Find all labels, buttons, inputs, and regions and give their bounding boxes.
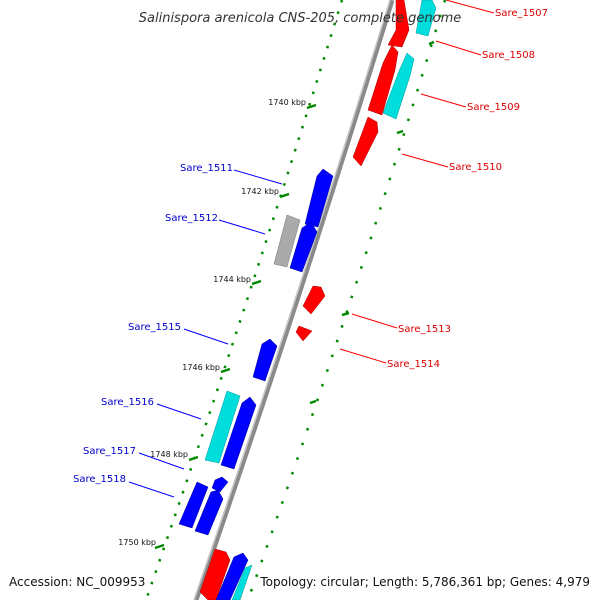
tick-label-1746: 1746 kbp: [182, 363, 220, 372]
gene-label-sare-1514[interactable]: Sare_1514: [387, 359, 440, 370]
tick-label-1748: 1748 kbp: [150, 450, 188, 459]
accession-text: Accession: NC_009953: [9, 575, 145, 589]
gene-sare-1515[interactable]: [252, 338, 278, 382]
genome-info-text: Topology: circular; Length: 5,786,361 bp…: [259, 575, 590, 589]
tick-label-1742: 1742 kbp: [241, 187, 279, 196]
forward-genes: [199, 0, 437, 600]
major-ticks: [154, 40, 435, 550]
gene-label-sare-1515[interactable]: Sare_1515: [128, 322, 181, 333]
gene-label-sare-1507[interactable]: Sare_1507: [495, 8, 548, 19]
forward-label-leaders: [339, 0, 495, 364]
reverse-label-leaders: [128, 169, 283, 498]
gene-label-sare-1518[interactable]: Sare_1518: [73, 474, 126, 485]
gene-label-sare-1511[interactable]: Sare_1511: [180, 163, 233, 174]
gene-sare-1516-rna[interactable]: [204, 390, 241, 464]
outer-tick-track: [246, 0, 447, 600]
gene-sare-1508[interactable]: [367, 44, 399, 116]
gene-sare-1512[interactable]: [289, 221, 318, 273]
gene-sare-1512-other[interactable]: [273, 214, 301, 268]
gene-sare-1520[interactable]: [215, 552, 249, 600]
gene-label-sare-1510[interactable]: Sare_1510: [449, 162, 502, 173]
gene-label-sare-1509[interactable]: Sare_1509: [467, 102, 520, 113]
gene-label-sare-1508[interactable]: Sare_1508: [482, 50, 535, 61]
gene-label-sare-1513[interactable]: Sare_1513: [398, 324, 451, 335]
gene-label-sare-1517[interactable]: Sare_1517: [83, 446, 136, 457]
map-title: Salinispora arenicola CNS-205, complete …: [139, 11, 461, 26]
gene-sare-1520-rna[interactable]: [231, 564, 253, 600]
gene-sare-1518-b[interactable]: [194, 489, 224, 536]
tick-label-1744: 1744 kbp: [213, 275, 251, 284]
gene-sare-1518-a[interactable]: [178, 481, 209, 529]
gene-label-sare-1512[interactable]: Sare_1512: [165, 213, 218, 224]
gene-sare-1514[interactable]: [295, 325, 313, 342]
genome-backbone: [193, 0, 395, 600]
gene-sare-1511[interactable]: [304, 168, 334, 228]
gene-sare-1509[interactable]: [382, 52, 415, 120]
gene-sare-1513[interactable]: [302, 285, 326, 315]
gene-sare-1510[interactable]: [352, 116, 379, 167]
tick-label-1740: 1740 kbp: [268, 98, 306, 107]
gene-sare-1519[interactable]: [199, 548, 231, 600]
gene-sare-1507[interactable]: [387, 0, 410, 48]
gene-sare-1517[interactable]: [211, 476, 229, 493]
gene-sare-1507-rna[interactable]: [415, 0, 437, 37]
tick-label-1750: 1750 kbp: [118, 538, 156, 547]
reverse-genes: [178, 168, 334, 600]
inner-tick-track: [144, 0, 344, 600]
gene-label-sare-1516[interactable]: Sare_1516: [101, 397, 154, 408]
gene-sare-1516[interactable]: [220, 396, 257, 470]
